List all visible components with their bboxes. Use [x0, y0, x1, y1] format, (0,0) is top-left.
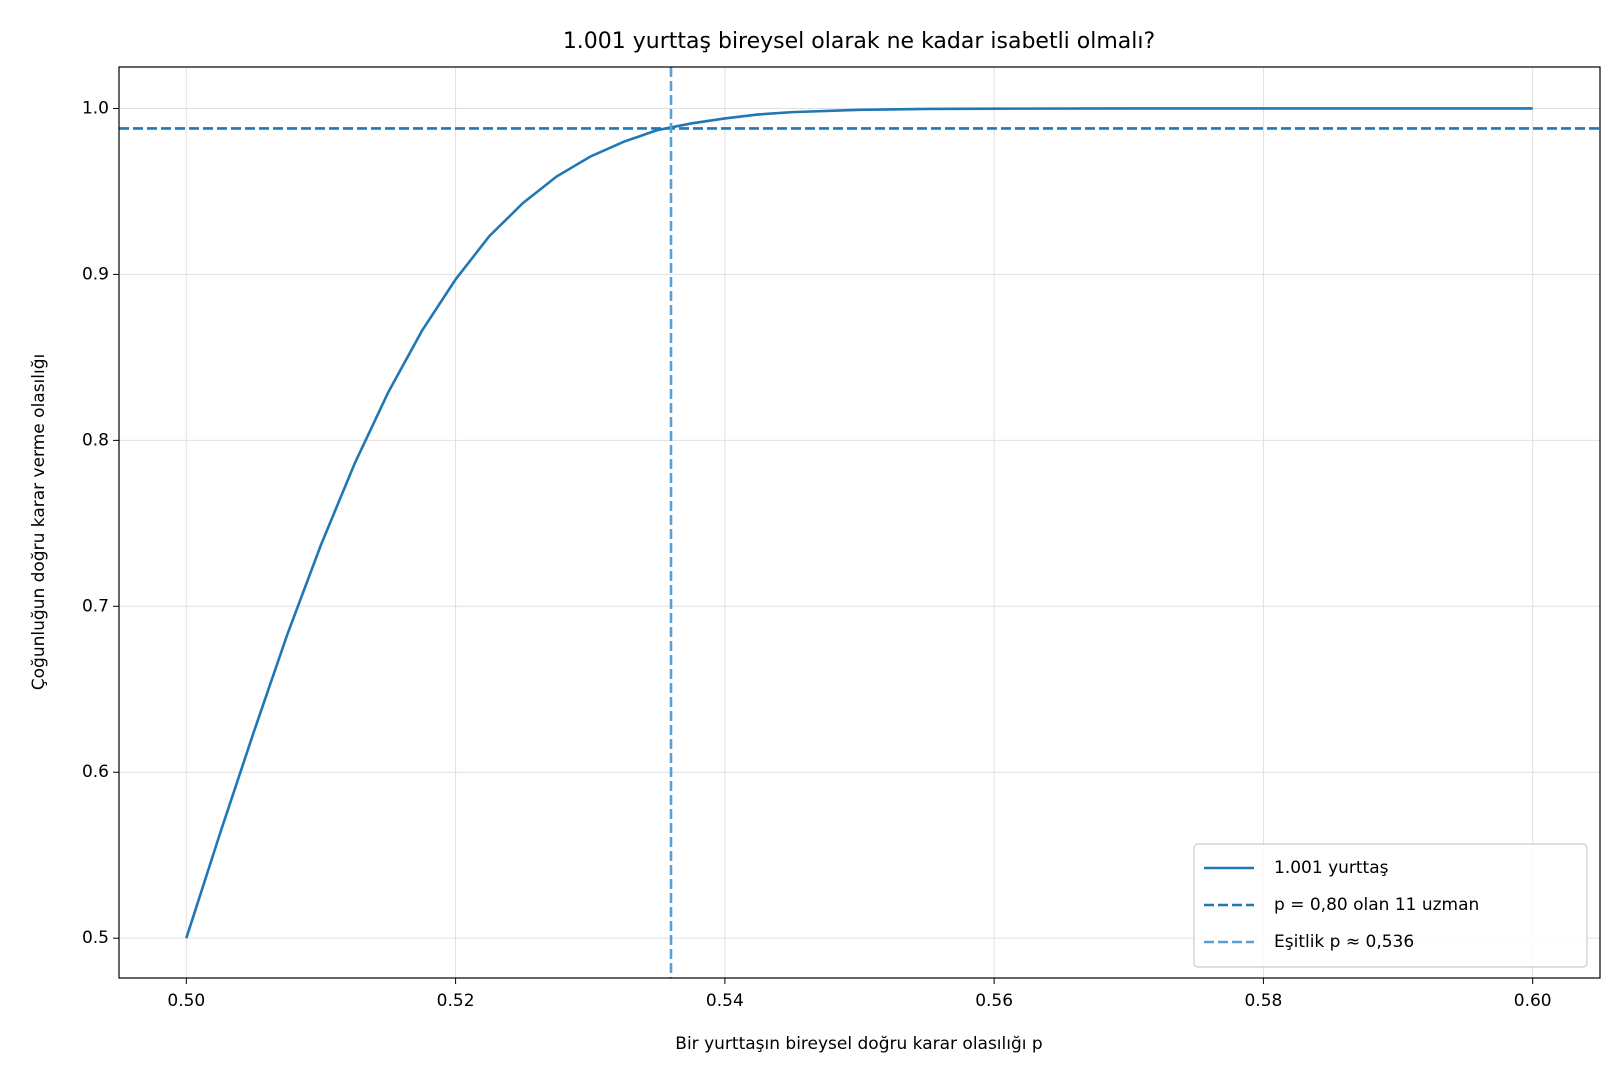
- x-axis-label: Bir yurttaşın bireysel doğru karar olası…: [675, 1034, 1042, 1054]
- y-tick-label: 0.8: [82, 430, 109, 450]
- x-tick-label: 0.58: [1244, 991, 1282, 1011]
- y-tick-label: 0.7: [82, 596, 109, 616]
- data-line: [185, 107, 1533, 939]
- x-tick-label: 0.52: [437, 991, 475, 1011]
- x-tick-label: 0.56: [975, 991, 1013, 1011]
- legend-box: [1193, 843, 1588, 968]
- legend-label: p = 0,80 olan 11 uzman: [1274, 895, 1479, 915]
- legend-label: 1.001 yurttaş: [1274, 858, 1389, 878]
- chart-title: 1.001 yurttaş bireysel olarak ne kadar i…: [563, 29, 1155, 54]
- y-tick-label: 0.9: [82, 264, 109, 284]
- x-tick-label: 0.54: [706, 991, 744, 1011]
- y-tick-label: 0.5: [82, 928, 109, 948]
- y-tick-label: 0.6: [82, 762, 109, 782]
- y-tick-label: 1.0: [82, 98, 109, 118]
- y-axis-label: Çoğunluğun doğru karar verme olasılığı: [29, 354, 49, 690]
- x-tick-label: 0.50: [167, 991, 205, 1011]
- plot-frame: [118, 66, 1601, 979]
- x-tick-label: 0.60: [1514, 991, 1552, 1011]
- legend-label: Eşitlik p ≈ 0,536: [1274, 932, 1414, 952]
